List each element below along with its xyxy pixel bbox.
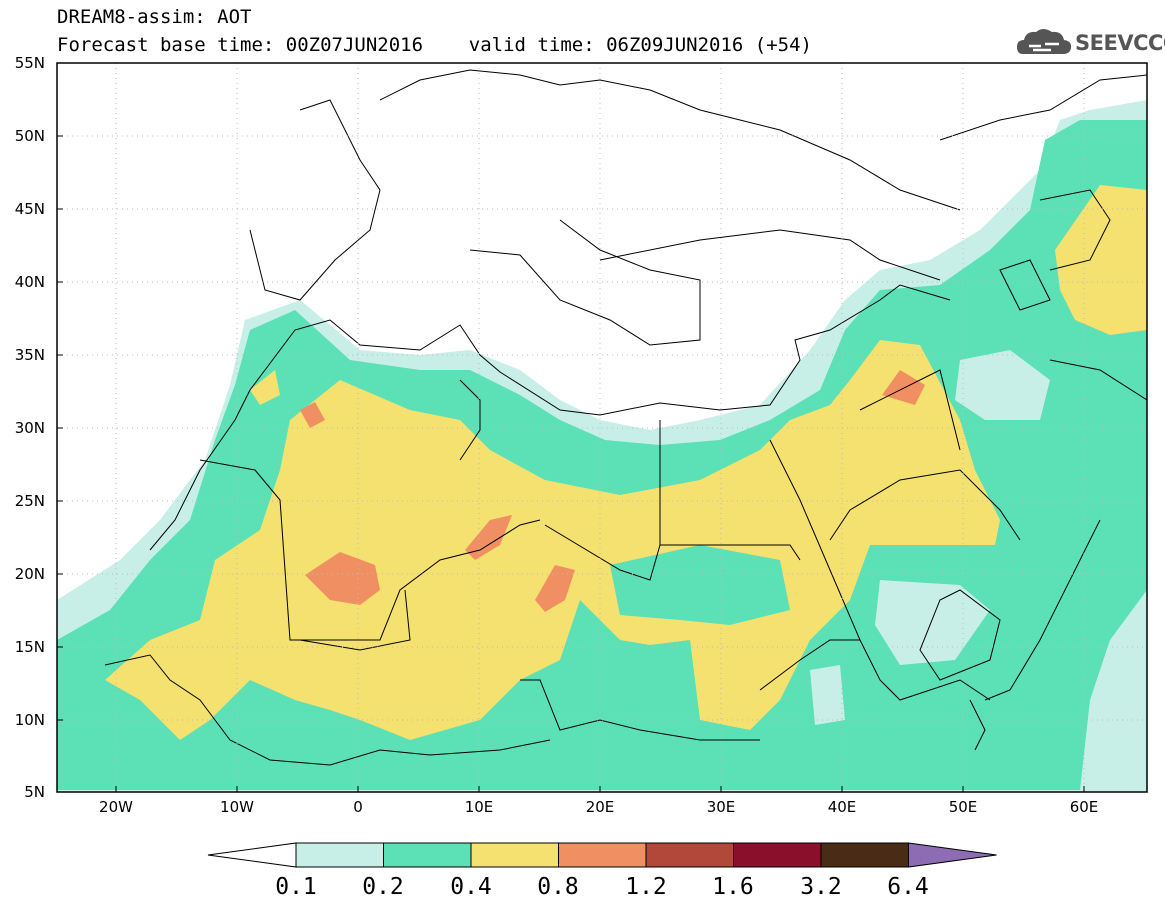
- aot-level-0.8-niger: [465, 515, 512, 560]
- lon-label: 10W: [220, 798, 254, 816]
- lat-label: 35N: [14, 346, 45, 364]
- lon-label: 40E: [827, 798, 857, 816]
- aot-level-0.8-mali: [305, 552, 380, 605]
- gridlines: [57, 63, 1147, 792]
- colorbar-label: 0.1: [275, 874, 317, 900]
- colorbar-label: 6.4: [887, 874, 929, 900]
- map-title: DREAM8-assim: AOT: [57, 6, 252, 28]
- colorbar-label: 1.6: [712, 874, 754, 900]
- lat-label: 25N: [14, 492, 45, 510]
- aot-level-0.8-chad: [535, 565, 575, 612]
- aot-hole-iran: [955, 350, 1050, 420]
- lat-label: 45N: [14, 200, 45, 218]
- lat-label: 40N: [14, 273, 45, 291]
- lon-label: 30E: [706, 798, 736, 816]
- aot-level-0.4-kaz: [1055, 185, 1147, 335]
- lon-label: 10E: [464, 798, 494, 816]
- colorbar-label: 3.2: [800, 874, 842, 900]
- lat-label: 30N: [14, 419, 45, 437]
- aot-hole-sudan: [810, 665, 845, 725]
- lat-label: 50N: [14, 127, 45, 145]
- lat-label: 5N: [24, 783, 45, 801]
- forecast-time-subtitle: Forecast base time: 00Z07JUN2016 valid t…: [57, 34, 812, 56]
- map-frame: [56, 62, 1148, 793]
- colorbar-label: 1.2: [625, 874, 667, 900]
- aot-level-0.8-morocco: [300, 402, 325, 428]
- lon-label: 20E: [585, 798, 615, 816]
- colorbar-label: 0.8: [537, 874, 579, 900]
- lon-label: 20W: [99, 798, 133, 816]
- lat-label: 55N: [14, 54, 45, 72]
- aot-level-0.8-iraq: [882, 370, 925, 405]
- lon-label: 60E: [1069, 798, 1099, 816]
- cloud-icon: [1017, 29, 1072, 54]
- coastlines-borders: [104, 69, 1147, 766]
- lat-label: 10N: [14, 711, 45, 729]
- colorbar-label: 0.2: [362, 874, 404, 900]
- lon-label: 50E: [948, 798, 978, 816]
- colorbar-label: 0.4: [450, 874, 492, 900]
- aot-hole-inner: [610, 545, 790, 625]
- logo-text: SEEVCCC: [1075, 31, 1165, 55]
- aot-hole-arabia: [875, 580, 990, 665]
- lat-label: 20N: [14, 565, 45, 583]
- lat-label: 15N: [14, 638, 45, 656]
- lon-label: 0: [353, 798, 363, 816]
- aot-level-0.4-iberia: [250, 370, 280, 405]
- seevccc-logo: SEEVCCC: [1015, 24, 1165, 60]
